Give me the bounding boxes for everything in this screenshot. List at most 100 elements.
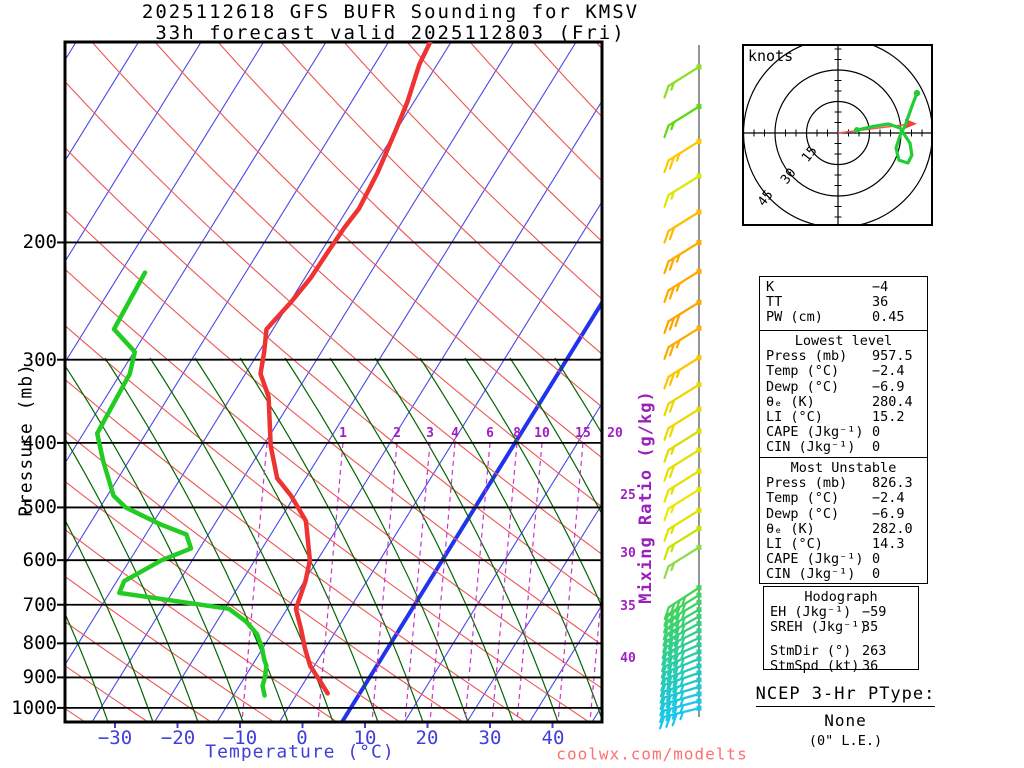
temp-tick: −30 <box>97 727 133 749</box>
panel-row-value: −2.4 <box>872 363 905 380</box>
panel-row-label: LI (°C) <box>766 536 823 553</box>
skewt-axes <box>57 40 604 728</box>
chart-subtitle: 33h forecast valid 2025112803 (Fri) <box>155 22 626 44</box>
hodograph-trace <box>855 91 919 165</box>
panel-row-label: θₑ (K) <box>766 393 815 410</box>
chart-title: 2025112618 GFS BUFR Sounding for KMSV <box>141 1 640 23</box>
pressure-tick: 500 <box>22 496 57 518</box>
panel-row: StmSpd (kt) 36 <box>770 657 912 674</box>
panel-row-value: 957.5 <box>872 348 913 365</box>
storm-motion-vector <box>837 122 914 134</box>
panel-row: K −4 <box>766 279 921 295</box>
mixing-tick-right: 40 <box>620 651 636 666</box>
panel-row: θₑ (K) 280.4 <box>766 393 921 410</box>
dewpoint-trace <box>94 270 269 698</box>
wind-barb-column <box>658 45 702 730</box>
panel-row: Temp (°C) −2.4 <box>766 491 921 506</box>
hodograph-units-label: knots <box>748 47 794 65</box>
panel-row: EH (Jkg⁻¹) −59 <box>770 605 912 620</box>
temp-tick: 20 <box>415 727 439 749</box>
panel-row-value: 280.4 <box>872 393 913 410</box>
mixing-tick: 6 <box>486 426 494 441</box>
panel-row-label: Press (mb) <box>766 348 848 365</box>
panel-row: Dewp (°C) −6.9 <box>766 505 921 522</box>
ptype-value: None <box>824 711 867 730</box>
panel-row-value: −6.9 <box>872 378 905 395</box>
panel-row: StmDir (°) 263 <box>770 642 912 659</box>
panel-row-label: StmDir (°) <box>770 642 852 659</box>
panel-row-value: 15.2 <box>872 409 905 426</box>
mixing-tick: 1 <box>339 426 347 441</box>
sounding-traces <box>94 42 433 698</box>
panel-row-value: 0 <box>872 439 881 456</box>
panel-row: Dewp (°C) −6.9 <box>766 378 921 395</box>
hodograph-content <box>743 45 932 225</box>
mixing-tick: 8 <box>513 426 521 441</box>
panel-row-label: Temp (°C) <box>766 363 840 380</box>
panel-row-value: 14.3 <box>872 536 905 553</box>
panel-row: Press (mb) 826.3 <box>766 476 921 491</box>
mixing-tick-right: 25 <box>620 488 636 503</box>
panel-row-label: CAPE (Jkg⁻¹) <box>766 551 864 568</box>
temp-tick: 10 <box>353 727 377 749</box>
skewt-grid <box>65 42 602 722</box>
panel-row-label: K <box>766 279 775 295</box>
panel-row-label: StmSpd (kt) <box>770 657 860 674</box>
mixing-tick-right: 35 <box>620 599 636 614</box>
panel-row-label: CIN (Jkg⁻¹) <box>766 439 856 456</box>
panel-row: CAPE (Jkg⁻¹) 0 <box>766 425 921 440</box>
pressure-tick: 600 <box>22 549 57 571</box>
lowest-level-panel: Lowest level Press (mb) 957.5 Temp (°C) −2… <box>759 330 928 458</box>
panel-row-label: EH (Jkg⁻¹) <box>770 604 852 621</box>
pressure-tick: 800 <box>22 632 57 654</box>
panel-row-value: −6.9 <box>872 505 905 522</box>
mixing-tick-right: 30 <box>620 546 636 561</box>
panel-row: LI (°C) 14.3 <box>766 536 921 553</box>
panel-row: CIN (Jkg⁻¹) 0 <box>766 567 921 582</box>
ptype-note: (0" L.E.) <box>808 733 883 749</box>
panel-row-label: Temp (°C) <box>766 490 840 507</box>
pressure-tick: 200 <box>22 231 57 253</box>
panel-row: Temp (°C) −2.4 <box>766 364 921 379</box>
panel-row-value: −59 <box>862 604 887 621</box>
panel-row-value: 0.45 <box>872 309 905 326</box>
panel-row-value: 0 <box>872 551 881 568</box>
panel-row-label: Press (mb) <box>766 475 848 492</box>
panel-row-value: 35 <box>862 619 879 636</box>
temp-tick: 40 <box>541 727 565 749</box>
panel-row-value: 36 <box>862 657 879 674</box>
temperature-axis-label: Temperature (°C) <box>205 741 395 763</box>
most-unstable-panel: Most Unstable Press (mb) 826.3 Temp (°C) −… <box>759 457 928 584</box>
panel-row: PW (cm) 0.45 <box>766 310 921 325</box>
panel-row-label: CIN (Jkg⁻¹) <box>766 566 856 583</box>
panel-header: Most Unstable <box>790 460 897 476</box>
pressure-tick: 700 <box>22 594 57 616</box>
panel-row: CAPE (Jkg⁻¹) 0 <box>766 552 921 567</box>
panel-row: SREH (Jkg⁻¹) 35 <box>770 620 912 635</box>
mixing-tick: 4 <box>451 426 459 441</box>
panel-row-value: 0 <box>872 566 881 583</box>
panel-row-label: Dewp (°C) <box>766 505 840 522</box>
indices-panel: K −4 TT 36 PW (cm) 0.45 <box>759 276 928 331</box>
panel-row-label: LI (°C) <box>766 409 823 426</box>
temp-tick: 30 <box>478 727 502 749</box>
panel-row-label: CAPE (Jkg⁻¹) <box>766 424 864 441</box>
panel-row-value: 263 <box>862 642 887 659</box>
watermark-text: coolwx.com/modelts <box>556 744 748 764</box>
panel-row: TT 36 <box>766 295 921 310</box>
mixing-tick: 2 <box>393 426 401 441</box>
ptype-title: NCEP 3-Hr PType: <box>755 684 936 707</box>
panel-row-label: θₑ (K) <box>766 520 815 537</box>
panel-row-value: −2.4 <box>872 490 905 507</box>
panel-row: LI (°C) 15.2 <box>766 409 921 426</box>
panel-row-label: TT <box>766 294 783 311</box>
panel-row-label: PW (cm) <box>766 309 823 326</box>
mixing-tick: 20 <box>607 426 623 441</box>
mixing-tick: 3 <box>426 426 434 441</box>
panel-row-value: 36 <box>872 294 889 311</box>
panel-row-value: −4 <box>872 279 889 295</box>
panel-row: θₑ (K) 282.0 <box>766 520 921 537</box>
pressure-tick: 400 <box>22 432 57 454</box>
